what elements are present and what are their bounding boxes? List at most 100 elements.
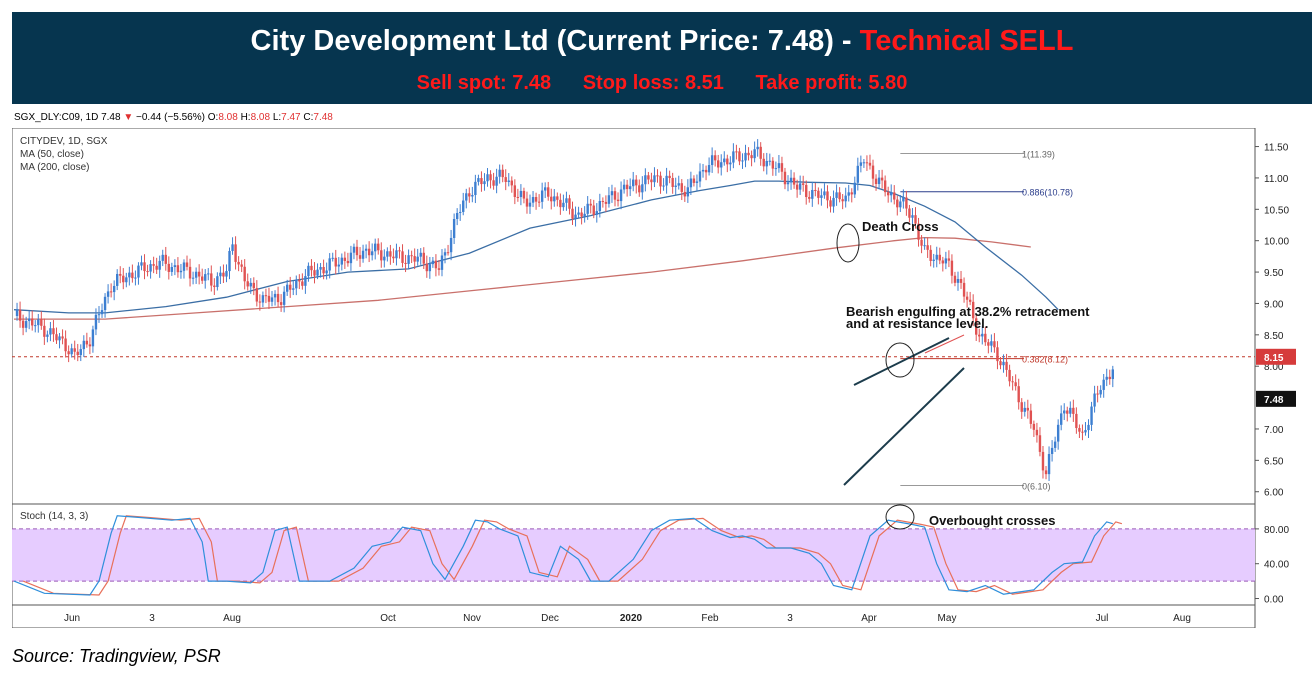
time-tick-label: Dec bbox=[541, 613, 559, 624]
candle-body bbox=[167, 263, 171, 272]
candle-body bbox=[1053, 441, 1057, 448]
candle-body bbox=[237, 261, 240, 265]
candle-body bbox=[786, 182, 790, 185]
candle-body bbox=[941, 260, 945, 264]
candle-body bbox=[735, 151, 738, 153]
candle-body bbox=[592, 205, 595, 215]
candle-body bbox=[155, 265, 158, 270]
candle-body bbox=[556, 196, 559, 200]
candle-body bbox=[841, 199, 844, 202]
candle-body bbox=[21, 320, 25, 328]
candle-body bbox=[795, 184, 799, 190]
candle-body bbox=[622, 184, 626, 190]
candle-body bbox=[282, 291, 286, 305]
candle-body bbox=[273, 293, 277, 298]
candle-body bbox=[559, 199, 562, 208]
candle-body bbox=[73, 348, 76, 352]
death-cross-circle bbox=[836, 223, 860, 263]
candle-body bbox=[298, 279, 301, 282]
candle-body bbox=[477, 178, 480, 182]
candle-body bbox=[194, 271, 198, 278]
candle-body bbox=[504, 177, 507, 182]
candle-body bbox=[516, 196, 520, 198]
candle-body bbox=[1069, 407, 1072, 414]
resistance-trendline bbox=[853, 337, 950, 386]
candle-body bbox=[956, 278, 960, 283]
candle-body bbox=[911, 215, 914, 218]
candle-body bbox=[811, 189, 814, 199]
overbought-label: Overbought crosses bbox=[929, 513, 1055, 528]
candle-body bbox=[647, 175, 650, 180]
price-chart[interactable]: 1(11.39) 0.886(10.78) 0.382(8.12) 0(6.10) 1… bbox=[11, 127, 1312, 629]
candle-body bbox=[950, 260, 954, 276]
price-tag-label: 7.48 bbox=[1264, 395, 1284, 406]
candle-body bbox=[874, 178, 878, 185]
candle-body bbox=[337, 264, 340, 267]
banner-title-main: City Development Ltd (Current Price: 7.4… bbox=[250, 25, 860, 57]
candle-body bbox=[586, 203, 589, 214]
candle-body bbox=[377, 243, 380, 251]
candle-body bbox=[856, 165, 860, 183]
candle-body bbox=[513, 185, 517, 197]
candle-body bbox=[1111, 369, 1114, 380]
candle-body bbox=[264, 295, 268, 297]
candle-body bbox=[383, 256, 386, 261]
candle-body bbox=[604, 201, 608, 204]
candle-body bbox=[704, 169, 708, 173]
candle-body bbox=[823, 191, 826, 196]
candle-body bbox=[844, 195, 847, 202]
candle-body bbox=[301, 281, 304, 286]
candle-body bbox=[158, 260, 161, 270]
open-label: O: bbox=[207, 112, 219, 123]
candle-body bbox=[437, 268, 441, 270]
legend-stoch: Stoch (14, 3, 3) bbox=[20, 511, 89, 522]
chart-container[interactable]: 1(11.39) 0.886(10.78) 0.382(8.12) 0(6.10) 1… bbox=[11, 127, 1312, 629]
candle-body bbox=[1047, 454, 1051, 475]
candle-body bbox=[358, 255, 362, 259]
candle-body bbox=[971, 301, 975, 319]
time-tick-label: Jul bbox=[1096, 613, 1109, 624]
candle-body bbox=[292, 288, 295, 290]
candle-body bbox=[801, 183, 805, 185]
candle-body bbox=[474, 181, 477, 196]
candle-body bbox=[707, 165, 711, 173]
candle-body bbox=[170, 267, 174, 272]
support-trendline bbox=[843, 367, 965, 486]
price-tick-label: 11.50 bbox=[1264, 143, 1289, 154]
candle-body bbox=[328, 258, 331, 271]
candle-body bbox=[70, 348, 73, 355]
legend-symbol: CITYDEV, 1D, SGX bbox=[20, 136, 108, 147]
candle-body bbox=[568, 198, 571, 209]
candle-body bbox=[416, 256, 419, 262]
candle-body bbox=[295, 279, 298, 289]
candle-body bbox=[713, 155, 717, 161]
candle-body bbox=[119, 273, 122, 276]
time-tick-label: Aug bbox=[223, 613, 241, 624]
candle-body bbox=[1023, 407, 1026, 412]
candle-body bbox=[726, 158, 729, 165]
high-value: 8.08 bbox=[250, 112, 271, 123]
candle-body bbox=[577, 212, 580, 215]
candle-body bbox=[890, 192, 893, 196]
candle-body bbox=[319, 267, 322, 270]
candle-body bbox=[143, 262, 146, 272]
candle-body bbox=[580, 212, 583, 217]
candle-body bbox=[228, 250, 231, 272]
candle-body bbox=[938, 254, 941, 261]
candle-body bbox=[877, 177, 881, 185]
candle-body bbox=[528, 202, 532, 207]
candle-body bbox=[886, 192, 890, 196]
candle-body bbox=[741, 160, 744, 162]
candle-body bbox=[179, 270, 183, 273]
candle-body bbox=[480, 178, 483, 185]
candle-body bbox=[926, 245, 929, 250]
sell-spot: Sell spot: 7.48 bbox=[416, 72, 552, 94]
candle-body bbox=[744, 152, 747, 161]
candle-body bbox=[1014, 382, 1017, 387]
candle-body bbox=[401, 251, 404, 263]
stoch-k-line bbox=[13, 515, 1113, 596]
candle-body bbox=[91, 329, 95, 347]
candle-body bbox=[40, 319, 43, 326]
candle-body bbox=[771, 160, 775, 169]
price-tick-label: 8.50 bbox=[1264, 331, 1284, 342]
